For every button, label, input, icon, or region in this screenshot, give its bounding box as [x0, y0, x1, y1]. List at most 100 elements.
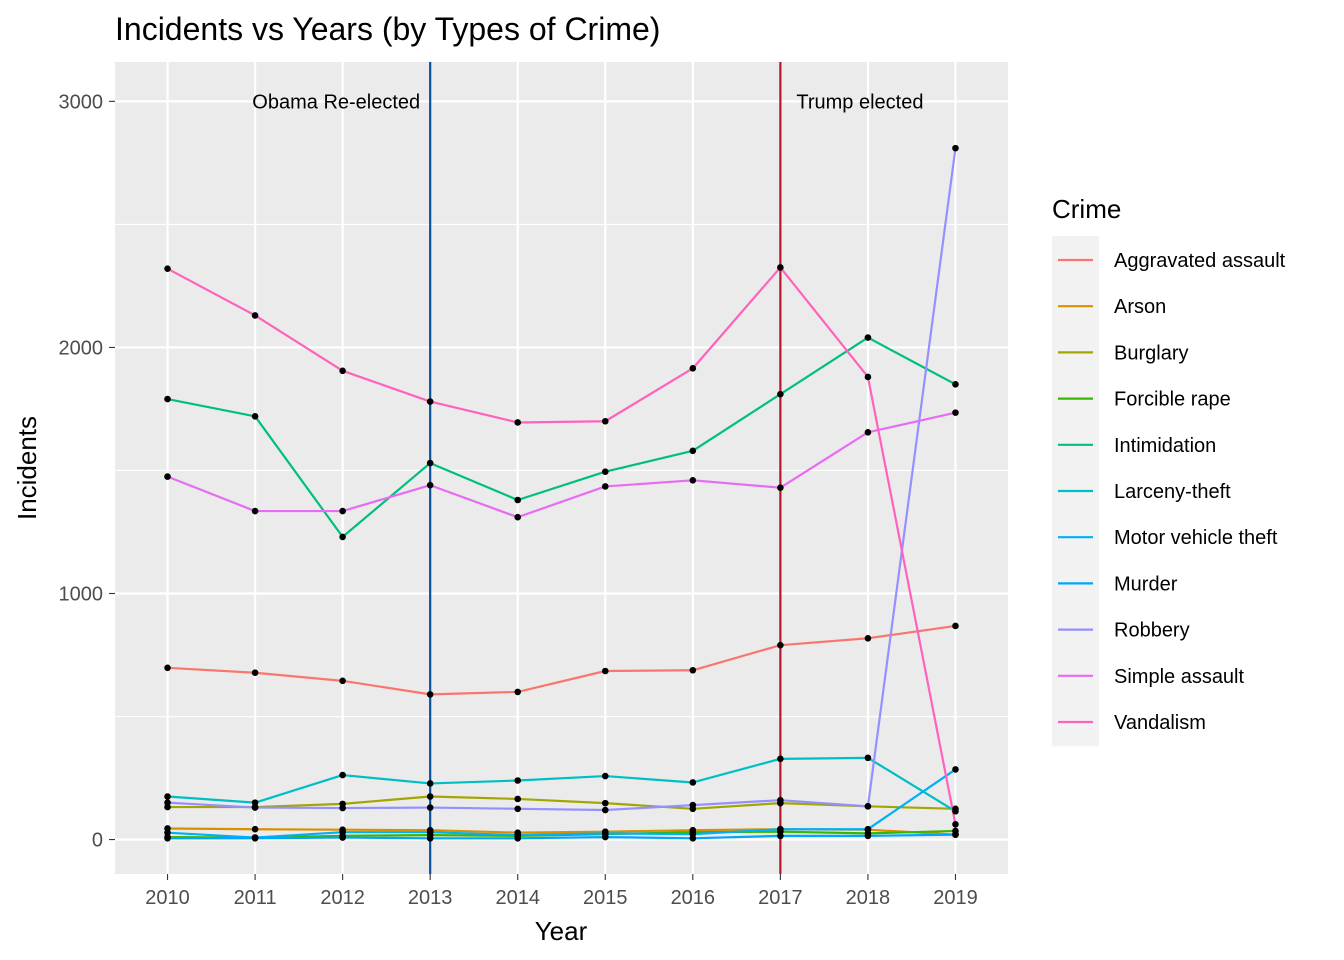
data-point [426, 780, 434, 787]
data-point [952, 807, 959, 815]
x-tick-label: 2014 [495, 887, 540, 909]
y-axis: 0 1000 2000 3000 [59, 91, 115, 852]
data-point [689, 779, 697, 786]
series-line [167, 624, 956, 696]
legend-label: Simple assault [1114, 666, 1245, 688]
data-point [339, 804, 346, 812]
legend-label: Burglary [1114, 342, 1188, 364]
data-point [514, 688, 522, 696]
data-point [339, 834, 346, 841]
series-line [167, 147, 957, 812]
data-point [426, 398, 434, 405]
data-point [251, 413, 259, 420]
data-point [864, 373, 872, 381]
data-point [864, 334, 872, 341]
data-point [164, 835, 171, 842]
x-axis-title: Year [535, 916, 588, 946]
y-tick-label: 2000 [59, 337, 104, 359]
x-tick-label: 2010 [145, 887, 190, 909]
data-point [164, 799, 171, 806]
data-point [514, 419, 522, 426]
series-line [167, 756, 957, 813]
x-axis: 2010 2011 2012 2013 2014 2015 2016 2017 2018 2019 [145, 874, 978, 909]
x-tick-label: 2011 [234, 887, 277, 909]
data-point [426, 828, 434, 836]
data-point [601, 667, 609, 675]
data-point [777, 796, 784, 804]
data-point [426, 804, 434, 811]
data-point [426, 793, 434, 800]
data-point [952, 831, 959, 838]
data-point [164, 793, 171, 800]
data-point [514, 777, 522, 784]
data-point [514, 835, 522, 842]
data-point [164, 395, 171, 403]
data-point [251, 799, 259, 806]
data-point [689, 447, 697, 455]
y-axis-title: Incidents [12, 416, 42, 520]
x-tick-label: 2012 [320, 887, 365, 909]
data-point [601, 468, 609, 475]
series-line [167, 336, 956, 538]
data-point [777, 825, 784, 833]
data-point [689, 477, 697, 484]
legend-label: Murder [1114, 573, 1178, 595]
data-point [426, 481, 434, 489]
x-tick-label: 2019 [933, 887, 978, 909]
y-tick-label: 1000 [59, 583, 104, 605]
data-point [689, 835, 697, 842]
data-point [689, 666, 697, 674]
series-lines [167, 147, 957, 840]
data-point [251, 835, 259, 842]
data-points [164, 144, 959, 842]
data-point [952, 766, 959, 773]
data-point [164, 265, 171, 272]
legend-label: Vandalism [1114, 712, 1206, 734]
data-point [514, 795, 522, 803]
x-tick-label: 2015 [583, 887, 628, 909]
data-point [952, 409, 959, 416]
data-point [777, 755, 784, 763]
data-point [777, 484, 784, 491]
data-point [689, 801, 697, 809]
legend-label: Larceny-theft [1114, 481, 1231, 503]
data-point [251, 804, 259, 811]
data-point [864, 832, 872, 840]
data-point [164, 829, 171, 836]
data-point [339, 507, 346, 515]
data-point [426, 459, 434, 467]
data-point [339, 367, 346, 375]
data-point [164, 664, 171, 672]
data-point [864, 429, 872, 436]
data-point [251, 669, 259, 677]
data-point [952, 144, 959, 152]
data-point [864, 754, 872, 762]
legend: Crime Aggravated assault Arson Burglary For… [1052, 194, 1286, 747]
data-point [952, 622, 959, 630]
event-lines [429, 62, 782, 874]
legend-label: Intimidation [1114, 435, 1216, 457]
legend-label: Arson [1114, 296, 1166, 318]
legend-label: Motor vehicle theft [1114, 527, 1278, 549]
data-point [777, 264, 784, 271]
y-tick-label: 3000 [59, 91, 104, 113]
data-point [601, 806, 609, 814]
data-point [514, 805, 522, 813]
data-point [251, 312, 259, 319]
data-point [864, 634, 872, 642]
data-point [339, 533, 346, 541]
series-line [167, 266, 957, 825]
chart-title: Incidents vs Years (by Types of Crime) [115, 11, 660, 47]
event-annotation-label: Obama Re-elected [252, 91, 420, 113]
x-tick-label: 2016 [671, 887, 716, 909]
series-line [167, 833, 956, 840]
y-tick-label: 0 [92, 830, 103, 852]
data-point [689, 365, 697, 372]
data-point [864, 825, 872, 833]
legend-label: Aggravated assault [1114, 250, 1286, 272]
legend-label: Forcible rape [1114, 389, 1231, 411]
series-line [167, 411, 956, 519]
event-annotation-label: Trump elected [796, 91, 923, 113]
x-tick-label: 2013 [408, 887, 453, 909]
